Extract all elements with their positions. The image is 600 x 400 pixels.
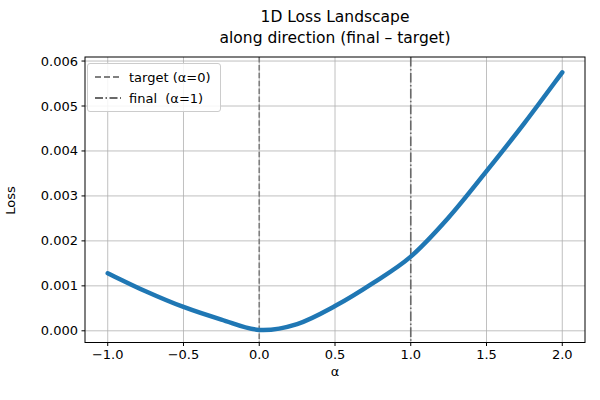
legend: target (α=0) final (α=1) bbox=[87, 63, 221, 112]
legend-label-target: target (α=0) bbox=[129, 70, 211, 85]
y-tick-label: 0.004 bbox=[41, 143, 78, 158]
dashed-line-icon bbox=[95, 75, 121, 79]
y-tick-label: 0.000 bbox=[41, 323, 78, 338]
y-tick-label: 0.003 bbox=[41, 188, 78, 203]
x-tick-label: 0.0 bbox=[249, 347, 270, 362]
x-tick-label: −1.0 bbox=[92, 347, 124, 362]
y-tick-label: 0.001 bbox=[41, 278, 78, 293]
x-tick-label: 1.5 bbox=[476, 347, 497, 362]
y-tick-label: 0.005 bbox=[41, 99, 78, 114]
figure: −1.0 −0.5 0.0 0.5 1.0 1.5 2.0 0.000 0.001 0.002 0.… bbox=[0, 0, 600, 400]
legend-item-target: target (α=0) bbox=[95, 69, 211, 85]
y-tick-label: 0.006 bbox=[41, 54, 78, 69]
chart-title-line2: along direction (final – target) bbox=[85, 28, 585, 49]
y-axis-label: Loss bbox=[3, 161, 18, 241]
x-tick-label: 0.5 bbox=[325, 347, 346, 362]
x-tick-label: 1.0 bbox=[400, 347, 421, 362]
y-tick-label: 0.002 bbox=[41, 233, 78, 248]
x-tick-label: −0.5 bbox=[168, 347, 200, 362]
x-tick-label: 2.0 bbox=[552, 347, 573, 362]
dashdot-line-icon bbox=[95, 96, 121, 100]
legend-label-final: final (α=1) bbox=[129, 91, 203, 106]
chart-title: 1D Loss Landscape along direction (final… bbox=[85, 7, 585, 49]
legend-item-final: final (α=1) bbox=[95, 90, 211, 106]
chart-canvas: −1.0 −0.5 0.0 0.5 1.0 1.5 2.0 0.000 0.001 0.002 0.… bbox=[0, 0, 600, 400]
chart-title-line1: 1D Loss Landscape bbox=[85, 7, 585, 28]
x-axis-label: α bbox=[85, 364, 585, 379]
